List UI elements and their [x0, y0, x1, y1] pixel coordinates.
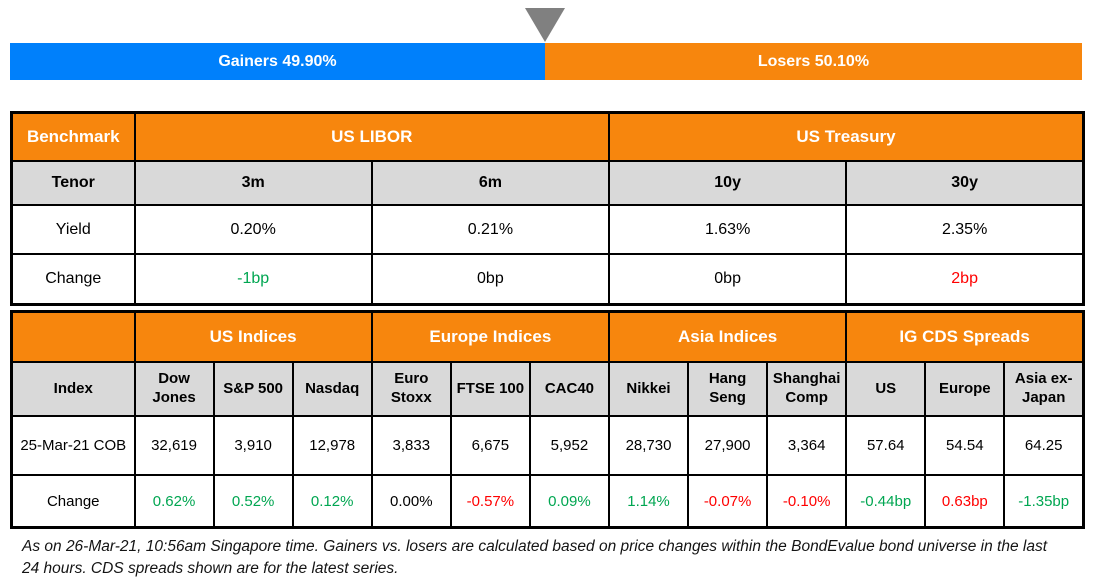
index-header-cell: S&P 500 [212, 361, 294, 417]
us-treasury-group-header: US Treasury [608, 111, 1085, 162]
index-value-cell: 3,364 [766, 415, 848, 476]
index-change-cell: 0.52% [212, 474, 294, 529]
index-header-cell: Nikkei [607, 361, 690, 417]
index-value-cell: 5,952 [528, 415, 610, 476]
asia-indices-group-header: Asia Indices [607, 310, 848, 363]
yield-cell: 0.20% [133, 204, 373, 255]
index-header-cell: Hang Seng [687, 361, 769, 417]
yield-row-label: Yield [10, 204, 136, 255]
index-value-cell: 64.25 [1003, 415, 1085, 476]
index-change-cell: -0.44bp [845, 474, 927, 529]
change-cell: 2bp [845, 253, 1085, 306]
index-change-cell: -1.35bp [1003, 474, 1085, 529]
tenor-cell: 10y [607, 160, 848, 206]
us-indices-group-header: US Indices [133, 310, 373, 363]
gainers-bar-segment: Gainers 49.90% [10, 43, 545, 80]
change-cell: 0bp [370, 253, 611, 306]
index-change-cell: 1.14% [607, 474, 690, 529]
benchmark-corner-cell: Benchmark [10, 111, 136, 162]
index-header-cell: Asia ex-Japan [1003, 361, 1085, 417]
index-change-cell: 0.00% [370, 474, 452, 529]
change-cell: -1bp [133, 253, 373, 306]
index-value-cell: 32,619 [133, 415, 215, 476]
yield-cell: 1.63% [607, 204, 848, 255]
yield-cell: 2.35% [845, 204, 1085, 255]
index-header-cell: Nasdaq [291, 361, 373, 417]
index-value-cell: 57.64 [845, 415, 927, 476]
change-cell: 0bp [607, 253, 848, 306]
index-value-cell: 54.54 [924, 415, 1006, 476]
index-change-cell: -0.57% [449, 474, 531, 529]
split-pointer-down-triangle-icon [525, 8, 565, 42]
index-change-cell: -0.10% [766, 474, 848, 529]
index-change-cell: 0.12% [291, 474, 373, 529]
indices-change-row-label: Change [10, 474, 136, 529]
indices-table: US Indices Europe Indices Asia Indices I… [10, 310, 1085, 529]
europe-indices-group-header: Europe Indices [370, 310, 610, 363]
index-header-cell: US [845, 361, 927, 417]
index-value-cell: 28,730 [607, 415, 690, 476]
index-row-label: Index [10, 361, 136, 417]
index-value-cell: 3,910 [212, 415, 294, 476]
index-header-cell: Europe [924, 361, 1006, 417]
gainers-label: Gainers 49.90% [218, 52, 337, 70]
index-value-cell: 12,978 [291, 415, 373, 476]
tenor-cell: 6m [370, 160, 611, 206]
yield-cell: 0.21% [370, 204, 611, 255]
index-change-cell: 0.09% [528, 474, 610, 529]
tenor-cell: 3m [133, 160, 373, 206]
benchmark-table: Benchmark US LIBOR US Treasury Tenor 3m … [10, 111, 1085, 306]
change-row-label: Change [10, 253, 136, 306]
index-value-cell: 6,675 [449, 415, 531, 476]
index-header-cell: Shanghai Comp [766, 361, 848, 417]
losers-label: Losers 50.10% [757, 52, 870, 70]
ig-cds-spreads-group-header: IG CDS Spreads [845, 310, 1085, 363]
footnote-text: As on 26-Mar-21, 10:56am Singapore time.… [22, 538, 1048, 577]
us-libor-group-header: US LIBOR [133, 111, 610, 162]
gainers-losers-bar: Gainers 49.90% Losers 50.10% [10, 43, 1082, 80]
cob-row-label: 25-Mar-21 COB [10, 415, 136, 476]
index-header-cell: FTSE 100 [449, 361, 531, 417]
index-header-cell: CAC40 [528, 361, 610, 417]
index-header-cell: Euro Stoxx [370, 361, 452, 417]
tenor-row-label: Tenor [10, 160, 136, 206]
losers-bar-segment: Losers 50.10% [544, 43, 1082, 80]
index-change-cell: -0.07% [687, 474, 769, 529]
indices-corner-cell [10, 310, 136, 363]
index-value-cell: 3,833 [370, 415, 452, 476]
index-change-cell: 0.63bp [924, 474, 1006, 529]
index-value-cell: 27,900 [687, 415, 769, 476]
tenor-cell: 30y [845, 160, 1085, 206]
index-change-cell: 0.62% [133, 474, 215, 529]
index-header-cell: Dow Jones [133, 361, 215, 417]
